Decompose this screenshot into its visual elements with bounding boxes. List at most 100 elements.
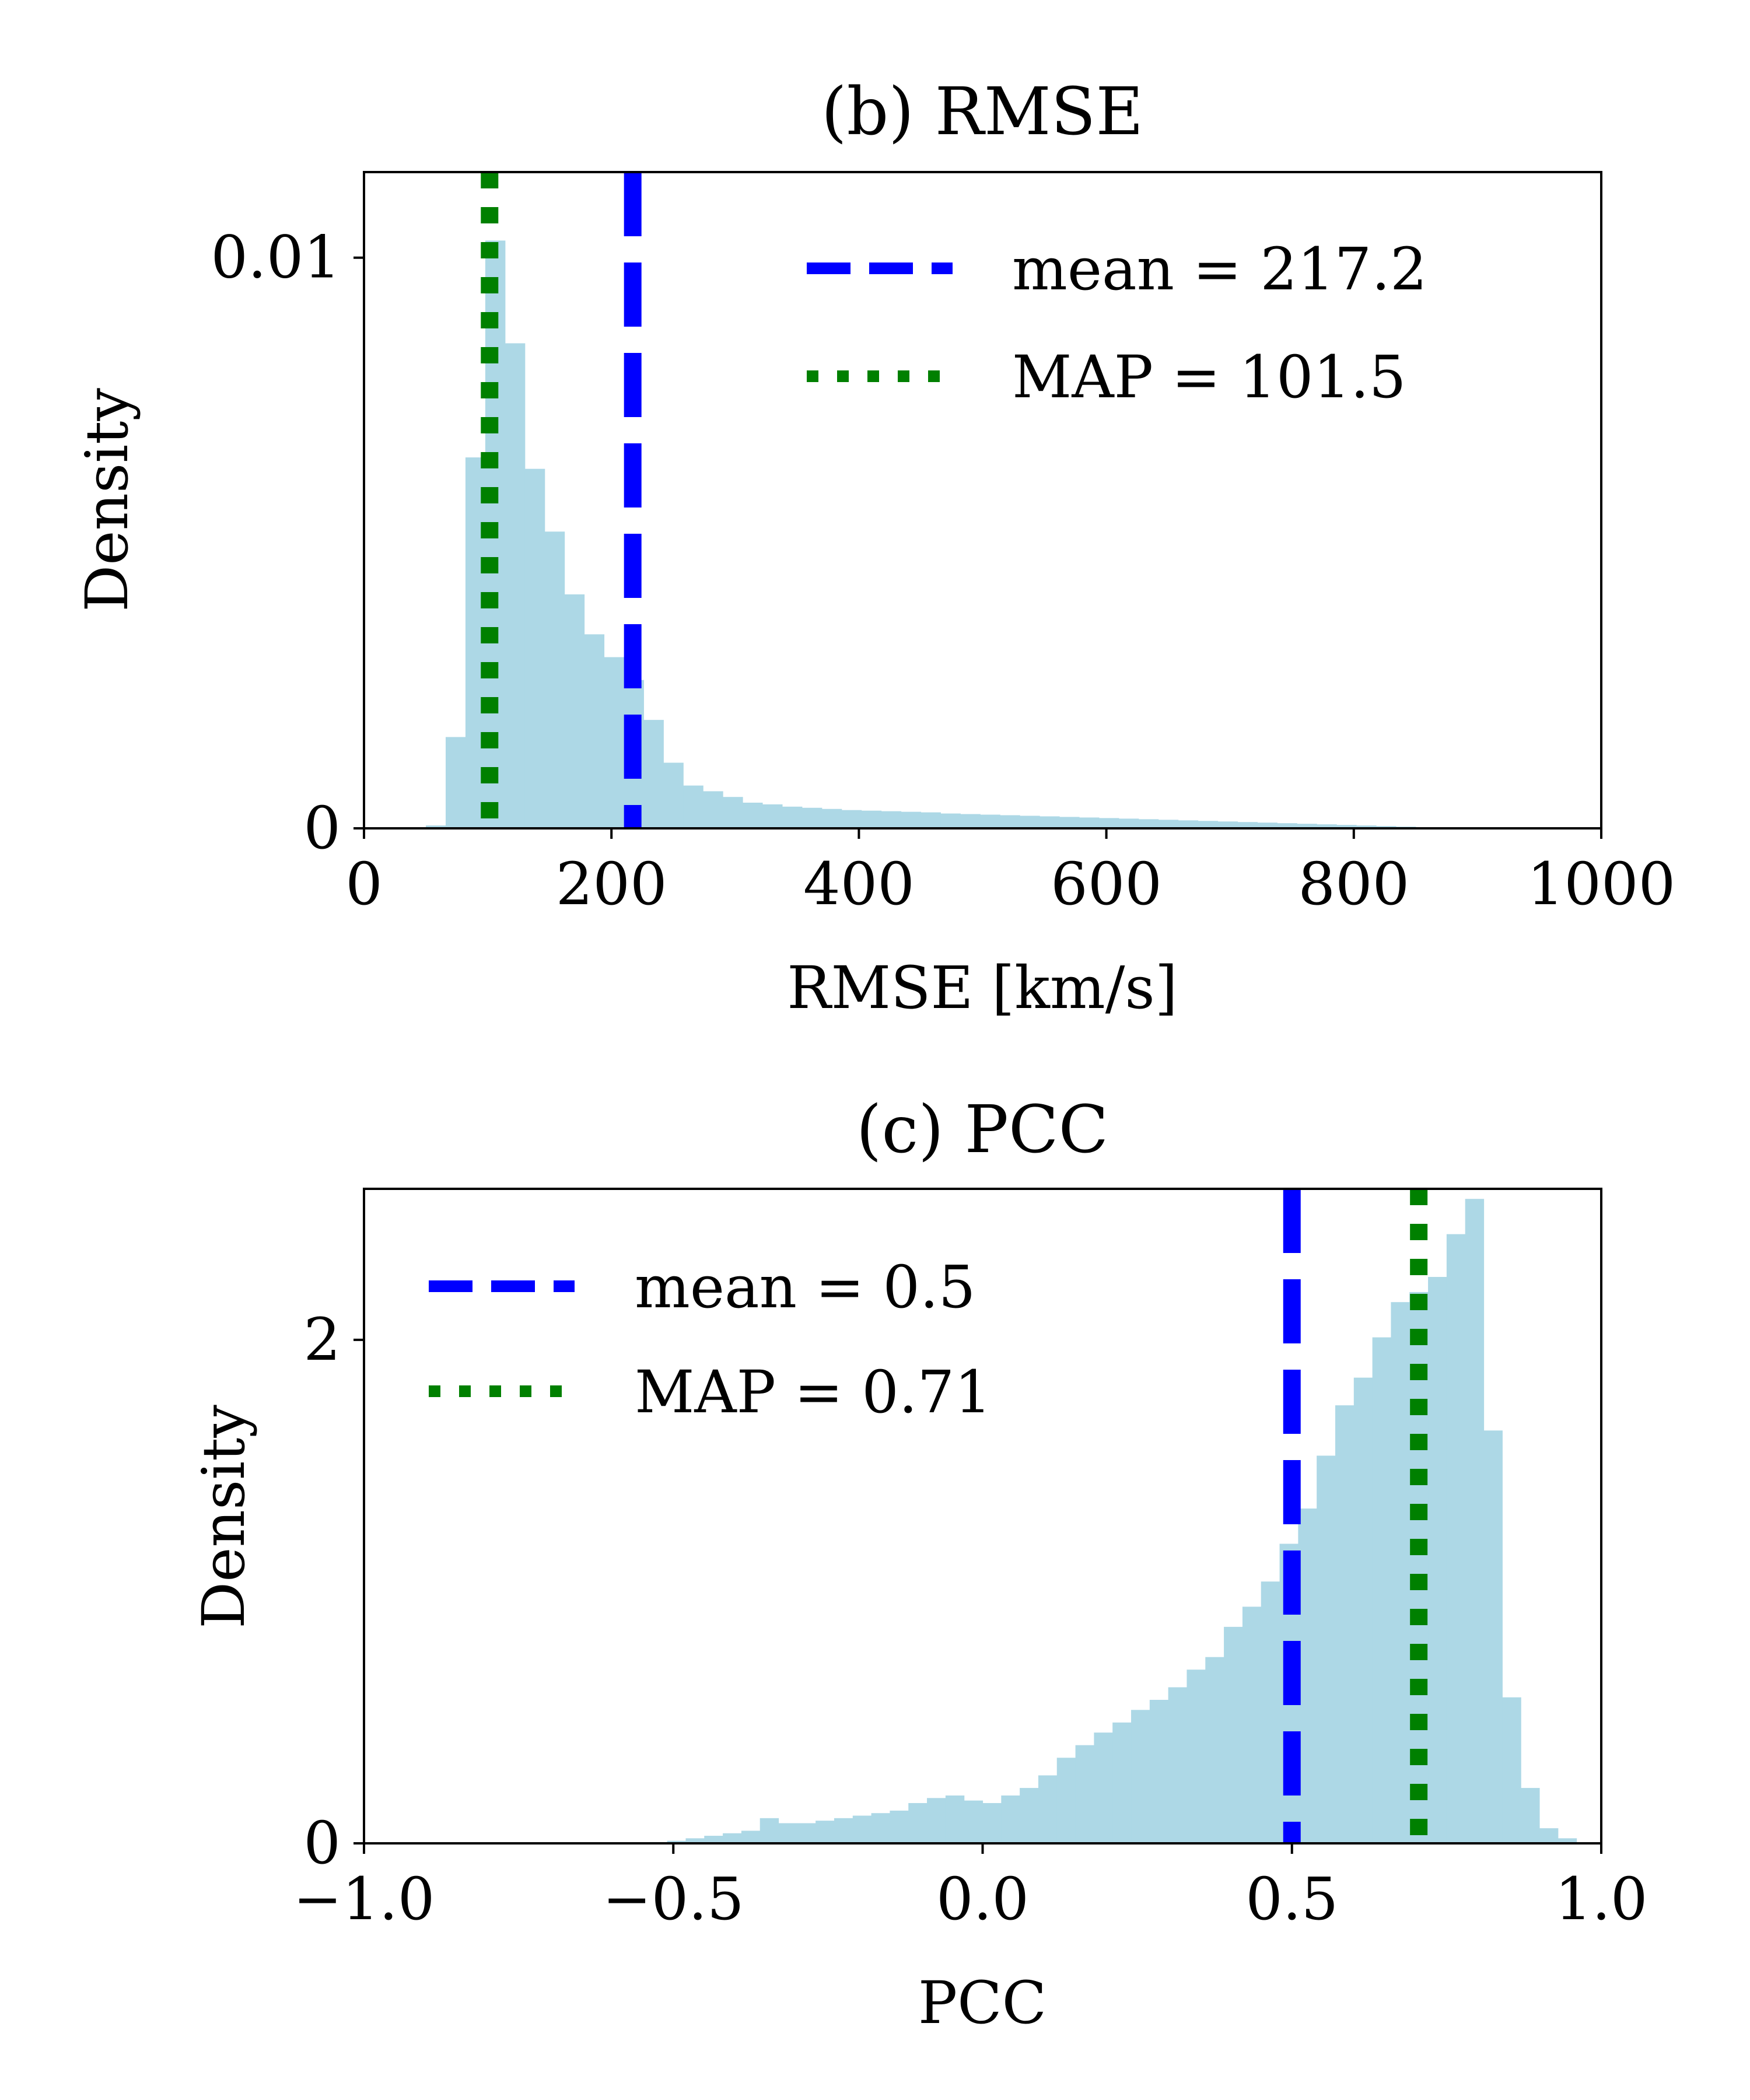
pcc-histogram-bar xyxy=(1149,1700,1169,1843)
rmse-histogram-bar xyxy=(1059,817,1080,828)
rmse-x-tick-label: 1000 xyxy=(1527,850,1676,918)
rmse-histogram-bar xyxy=(1000,815,1020,828)
pcc-histogram-bar xyxy=(723,1833,742,1843)
pcc-histogram-bar xyxy=(685,1838,705,1843)
rmse-histogram-bar xyxy=(782,806,803,828)
rmse-histogram-bar xyxy=(1277,823,1297,828)
rmse-legend-mean-label: mean = 217.2 xyxy=(1012,235,1427,303)
pcc-histogram-bar xyxy=(1205,1657,1224,1843)
pcc-histogram-bar xyxy=(852,1815,872,1843)
pcc-x-tick-label: −1.0 xyxy=(293,1865,435,1933)
rmse-y-axis-label: Density xyxy=(73,388,141,612)
pcc-histogram-bar xyxy=(667,1840,687,1843)
rmse-histogram-bar xyxy=(544,531,565,828)
rmse-histogram-bar xyxy=(643,720,664,828)
rmse-x-tick-label: 400 xyxy=(803,850,915,918)
pcc-x-axis-label: PCC xyxy=(918,1969,1046,2037)
rmse-histogram-bar xyxy=(762,804,783,828)
rmse-chart-title: (b) RMSE xyxy=(821,74,1143,150)
pcc-histogram-bar xyxy=(1539,1828,1559,1843)
rmse-x-tick-label: 200 xyxy=(556,850,667,918)
pcc-histogram-bar xyxy=(1558,1838,1577,1843)
rmse-histogram-bar xyxy=(564,594,585,828)
pcc-histogram-bar xyxy=(1391,1302,1410,1843)
rmse-plot-frame xyxy=(363,171,1602,830)
pcc-histogram-bar xyxy=(1186,1670,1206,1843)
pcc-y-tick-label: 0 xyxy=(303,1809,341,1877)
rmse-histogram-bars xyxy=(426,240,1594,828)
pcc-histogram-bar xyxy=(1428,1277,1447,1843)
rmse-histogram-bar xyxy=(524,468,545,828)
rmse-panel: (b) RMSE 0 200 400 600 800 1000 00.01 RMSE [k… xyxy=(73,74,1675,1022)
rmse-histogram-bar xyxy=(1297,824,1317,828)
pcc-legend-map-label: MAP = 0.71 xyxy=(635,1358,992,1426)
pcc-histogram-bar xyxy=(1502,1697,1521,1843)
rmse-histogram-bar xyxy=(901,811,922,828)
rmse-histogram-bar xyxy=(861,810,882,828)
pcc-histogram-bar xyxy=(1261,1581,1280,1843)
pcc-x-tick-label: 0.5 xyxy=(1245,1865,1338,1933)
pcc-histogram-bar xyxy=(1353,1377,1373,1843)
rmse-histogram-bar xyxy=(743,802,763,828)
pcc-histogram-bar xyxy=(704,1836,723,1843)
pcc-histogram-bar xyxy=(816,1821,835,1843)
pcc-histogram-bar xyxy=(945,1796,965,1843)
rmse-histogram-bar xyxy=(1178,820,1199,828)
pcc-histogram-bar xyxy=(1335,1405,1354,1843)
pcc-histogram-bar xyxy=(1483,1430,1503,1843)
pcc-panel: (c) PCC −1.0 −0.5 0.0 0.5 1.0 02 PCC Density… xyxy=(190,1092,1648,2037)
rmse-histogram-bar xyxy=(1356,825,1377,828)
rmse-histogram-bar xyxy=(505,343,526,828)
rmse-histogram-bar xyxy=(604,657,625,828)
pcc-histogram-bar xyxy=(1242,1606,1262,1843)
rmse-x-axis-label: RMSE [km/s] xyxy=(787,954,1177,1022)
pcc-x-tick-label: −0.5 xyxy=(603,1865,744,1933)
pcc-histogram-bar xyxy=(797,1823,816,1843)
pcc-legend-mean-label: mean = 0.5 xyxy=(635,1253,975,1321)
pcc-x-tick-label: 0.0 xyxy=(936,1865,1029,1933)
rmse-histogram-bar xyxy=(1336,825,1357,828)
pcc-histogram-bar xyxy=(1446,1234,1466,1843)
pcc-histogram-bar xyxy=(1521,1788,1540,1843)
pcc-histogram-bar xyxy=(834,1818,853,1843)
pcc-histogram-bar xyxy=(1372,1337,1392,1843)
rmse-histogram-bar xyxy=(1020,816,1040,828)
pcc-histogram-bar xyxy=(1298,1508,1317,1843)
rmse-histogram-bar xyxy=(960,814,981,828)
rmse-histogram-bar xyxy=(723,797,743,828)
rmse-histogram-bar xyxy=(1158,820,1179,828)
rmse-histogram-bar xyxy=(1098,818,1119,828)
rmse-histogram-bar xyxy=(980,814,1000,828)
rmse-histogram-bar xyxy=(921,812,941,828)
rmse-histogram-bar xyxy=(1217,821,1238,828)
rmse-x-ticks: 0 200 400 600 800 1000 xyxy=(345,828,1675,918)
rmse-histogram-bar xyxy=(683,785,704,828)
rmse-histogram-bar xyxy=(1317,824,1337,828)
pcc-histogram-bar xyxy=(927,1798,946,1843)
pcc-x-ticks: −1.0 −0.5 0.0 0.5 1.0 xyxy=(293,1843,1648,1933)
rmse-histogram-bar xyxy=(426,825,446,828)
pcc-y-axis-label: Density xyxy=(190,1405,258,1629)
pcc-histogram-bar xyxy=(1112,1722,1132,1843)
pcc-histogram-bar xyxy=(1056,1758,1076,1843)
rmse-histogram-bar xyxy=(1118,818,1139,828)
pcc-x-tick-label: 1.0 xyxy=(1555,1865,1647,1933)
rmse-y-tick-label: 0.01 xyxy=(211,223,341,292)
pcc-histogram-bar xyxy=(964,1800,984,1843)
rmse-histogram-bar xyxy=(881,811,902,828)
pcc-histogram-bar xyxy=(778,1823,797,1843)
pcc-histogram-bar xyxy=(1168,1687,1188,1843)
rmse-histogram-bar xyxy=(1138,819,1159,828)
pcc-legend: mean = 0.5 MAP = 0.71 xyxy=(429,1253,992,1426)
pcc-histogram-bar xyxy=(1020,1788,1039,1843)
pcc-y-ticks: 02 xyxy=(303,1306,364,1877)
rmse-histogram-bar xyxy=(584,634,605,828)
rmse-x-tick-label: 0 xyxy=(345,850,383,918)
pcc-histogram-bar xyxy=(1038,1775,1058,1843)
pcc-histogram-bar xyxy=(871,1813,891,1843)
rmse-x-tick-label: 800 xyxy=(1298,850,1409,918)
rmse-histogram-bar xyxy=(1079,817,1100,828)
pcc-histogram-bar xyxy=(760,1818,779,1843)
pcc-histogram-bar xyxy=(908,1803,928,1843)
